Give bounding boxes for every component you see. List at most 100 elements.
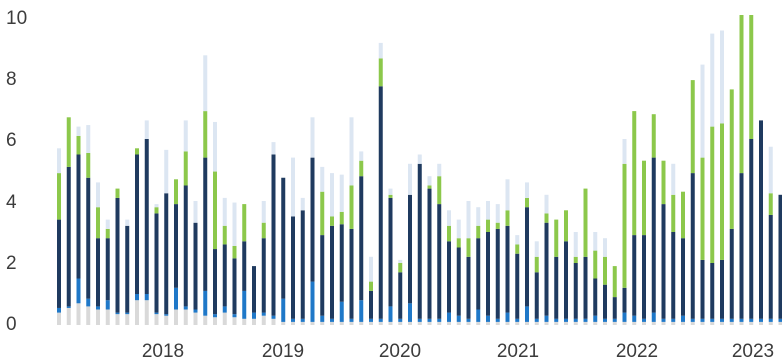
bar-segment-blue (564, 318, 568, 322)
y-tick-label: 2 (6, 253, 17, 274)
bar-segment-navy (700, 259, 705, 319)
bar-segment-green (359, 160, 364, 177)
bar-segment-navy (271, 154, 276, 316)
bar-segment-navy (408, 194, 412, 304)
bar-segment-blue (203, 290, 208, 316)
bar-segment-blue (291, 318, 295, 322)
bar-segment-blue (115, 312, 120, 315)
bar-segment-green (661, 160, 666, 205)
bar-segment-blue (739, 318, 744, 322)
bar-segment-pale-blue (144, 120, 149, 139)
bar-segment-green (66, 117, 71, 167)
bar-segment-blue (369, 318, 373, 322)
bar-segment-blue (593, 315, 598, 322)
bar-segment-pale-blue (700, 64, 705, 158)
bar-segment-light-grey (427, 321, 432, 325)
bar-segment-green (183, 151, 188, 186)
bar-segment-blue (612, 318, 617, 322)
bar-segment-navy (534, 272, 539, 319)
bar-segment-light-grey (417, 321, 422, 325)
bar-segment-pale-blue (466, 201, 471, 239)
bar-segment-blue (495, 318, 500, 322)
bar-segment-blue (437, 318, 442, 322)
bar-segment-green (476, 225, 481, 239)
bar-segment-light-grey (281, 321, 286, 325)
bar-segment-green (466, 238, 471, 257)
bar-segment-navy (593, 278, 598, 316)
bar-segment-light-grey (447, 321, 451, 325)
bar-segment-navy (427, 188, 432, 319)
x-tick-label: 2018 (142, 341, 184, 362)
bar-segment-pale-blue (476, 207, 481, 226)
bar-segment-green (525, 197, 529, 208)
bar-segment-blue (330, 318, 334, 322)
bar-segment-light-grey (632, 321, 637, 325)
bar-segment-blue (525, 306, 529, 322)
bar-segment-navy (330, 225, 334, 319)
bar-segment-pale-blue (222, 197, 227, 226)
bar-segment-blue (339, 301, 344, 322)
bar-segment-navy (291, 216, 295, 319)
bar-segment-pale-blue (183, 120, 188, 152)
bar-segment-blue (778, 318, 782, 322)
bar-segment-green (593, 250, 598, 279)
bar-segment-green (515, 244, 520, 254)
bar-segment-navy (690, 173, 695, 319)
bar-segment-blue (164, 314, 169, 316)
bar-segment-blue (378, 318, 383, 322)
bar-segment-blue (193, 309, 198, 313)
bar-segment-pale-blue (213, 121, 217, 172)
bar-segment-pale-blue (96, 182, 100, 208)
bar-segment-navy (135, 154, 139, 294)
bar-segment-pale-blue (310, 117, 315, 158)
bar-segment-pale-blue (57, 148, 61, 174)
bar-segment-light-grey (710, 321, 715, 325)
bar-segment-navy (720, 259, 724, 319)
bar-segment-light-grey (105, 309, 110, 325)
bar-segment-navy (320, 235, 325, 316)
bar-segment-light-grey (603, 321, 607, 325)
bar-segment-pale-blue (486, 201, 490, 220)
bar-segment-green (573, 256, 578, 263)
bar-segment-navy (96, 238, 100, 307)
bar-segment-green (339, 211, 344, 225)
bar-segment-blue (388, 306, 393, 322)
bar-segment-green (456, 238, 461, 248)
bar-segment-green (213, 171, 217, 250)
x-tick-label: 2023 (732, 341, 774, 362)
bar-segment-blue (320, 315, 325, 322)
bar-segment-pale-blue (447, 210, 451, 226)
bar-segment-pale-blue (710, 33, 715, 127)
bar-segment-green (174, 179, 178, 205)
bar-segment-blue (486, 315, 490, 322)
bar-segment-pale-blue (603, 238, 607, 257)
x-tick-label: 2021 (497, 341, 539, 362)
bar-segment-blue (729, 318, 734, 322)
bar-segment-light-grey (573, 321, 578, 325)
bar-segment-light-grey (271, 318, 276, 325)
bar-segment-navy (525, 207, 529, 307)
bar-segment-light-grey (174, 309, 178, 325)
bar-segment-light-grey (183, 309, 188, 325)
bar-segment-light-grey (700, 321, 705, 325)
bar-segment-navy (213, 249, 217, 315)
bar-segment-navy (86, 177, 91, 299)
y-tick-label: 4 (6, 192, 17, 213)
bar-segment-blue (700, 318, 705, 322)
bar-segment-light-grey (86, 306, 91, 325)
bar-segment-green (398, 263, 403, 273)
bar-segment-green (105, 228, 110, 239)
bar-segment-green (622, 163, 627, 288)
bar-segment-blue (144, 294, 149, 301)
bar-segment-navy (486, 232, 490, 316)
bar-segment-pale-blue (105, 219, 110, 229)
bar-segment-green (115, 188, 120, 198)
bar-segment-pale-blue (291, 157, 295, 217)
bar-segment-navy (164, 193, 169, 315)
bar-segment-blue (310, 281, 315, 322)
x-tick-label: 2019 (262, 341, 304, 362)
bar-segment-green (632, 111, 637, 236)
bar-segment-navy (369, 290, 373, 319)
bar-segment-light-grey (612, 321, 617, 325)
bar-segment-pale-blue (193, 201, 198, 223)
